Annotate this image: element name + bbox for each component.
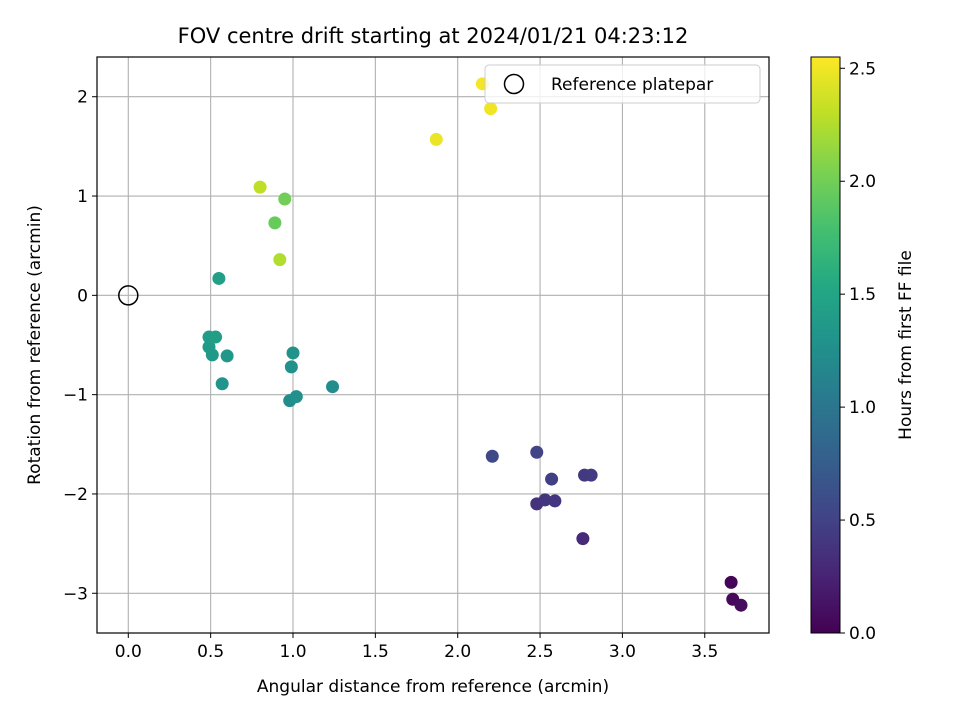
y-tick-label: 0 [77, 286, 88, 306]
data-point [289, 390, 303, 404]
x-tick-label: 3.0 [609, 642, 636, 662]
data-point [429, 132, 443, 146]
colorbar-label: Hours from first FF file [896, 250, 916, 440]
x-tick-label: 3.5 [691, 642, 718, 662]
x-tick-label: 2.0 [444, 642, 471, 662]
data-point [530, 445, 544, 459]
data-point [545, 472, 559, 486]
legend-marker-icon [503, 73, 525, 95]
y-axis-ticks: −3 −2 −1 0 1 2 [63, 88, 97, 604]
x-tick-label: 2.5 [527, 642, 554, 662]
colorbar-ticks: 0.0 0.5 1.0 1.5 2.0 2.5 [840, 59, 876, 644]
data-point [326, 380, 340, 394]
x-tick-label: 0.5 [197, 642, 224, 662]
x-tick-label: 0.0 [115, 642, 142, 662]
data-point [215, 377, 229, 391]
data-point [724, 575, 738, 589]
legend-label: Reference platepar [551, 75, 713, 95]
y-tick-label: 1 [77, 187, 88, 207]
colorbar-tick-label: 2.5 [849, 59, 876, 79]
data-point [209, 330, 223, 344]
y-tick-label: −1 [63, 386, 88, 406]
data-point [202, 340, 216, 354]
data-point [220, 349, 234, 363]
colorbar: 0.0 0.5 1.0 1.5 2.0 2.5 Hours from first FF f… [810, 56, 916, 644]
y-tick-label: 2 [77, 88, 88, 108]
colorbar-tick-label: 1.0 [849, 398, 876, 418]
data-point [576, 532, 590, 546]
data-point [484, 102, 498, 116]
data-point [734, 598, 748, 612]
data-point [212, 271, 226, 285]
x-tick-label: 1.5 [362, 642, 389, 662]
reference-marker-layer [118, 285, 139, 306]
data-point [485, 449, 499, 463]
data-point [538, 493, 552, 507]
data-point [278, 192, 292, 206]
data-point [253, 180, 267, 194]
x-axis-ticks: 0.0 0.5 1.0 1.5 2.0 2.5 3.0 3.5 [115, 633, 718, 662]
legend-box [484, 64, 761, 104]
colorbar-tick-label: 1.5 [849, 285, 876, 305]
scatter-points [202, 77, 748, 612]
data-point [284, 360, 298, 374]
chart-title: FOV centre drift starting at 2024/01/21 … [178, 24, 689, 48]
plot-frame [96, 56, 770, 634]
colorbar-tick-label: 2.0 [849, 172, 876, 192]
data-point [548, 494, 562, 508]
y-axis-label: Rotation from reference (arcmin) [25, 205, 45, 485]
colorbar-tick-label: 0.5 [849, 511, 876, 531]
data-point [286, 346, 300, 360]
y-tick-label: −3 [63, 584, 88, 604]
data-point [268, 216, 282, 230]
colorbar-tick-label: 0.0 [849, 624, 876, 644]
data-point [273, 253, 287, 267]
x-axis-label: Angular distance from reference (arcmin) [257, 677, 609, 697]
y-tick-label: −2 [63, 485, 88, 505]
reference-platepar-marker [118, 285, 139, 306]
legend: Reference platepar [484, 64, 761, 104]
data-point [584, 468, 598, 482]
x-tick-label: 1.0 [279, 642, 306, 662]
colorbar-gradient [810, 56, 841, 634]
